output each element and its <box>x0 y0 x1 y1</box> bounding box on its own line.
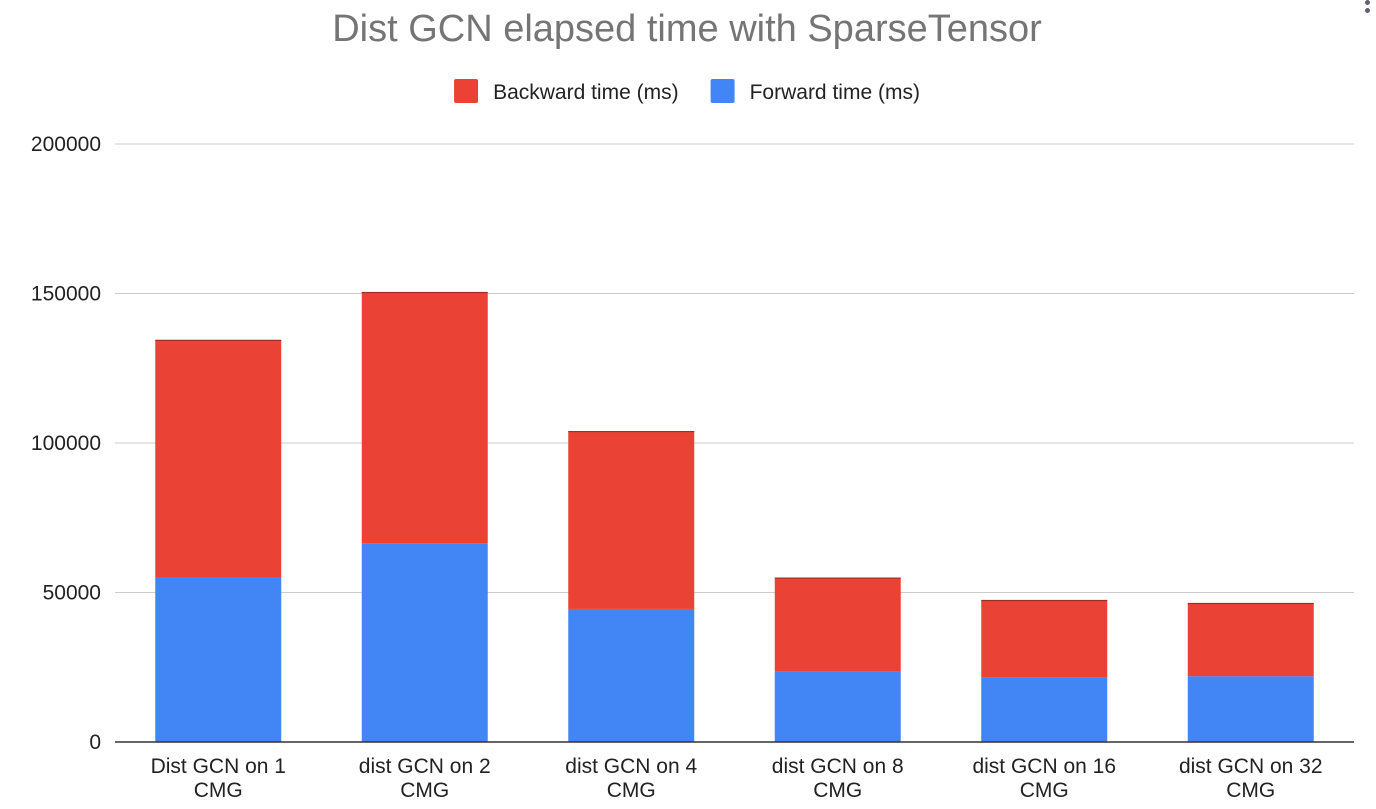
x-tick-label: CMG <box>1020 779 1069 802</box>
bars <box>155 291 1314 742</box>
bar-segment-series-1-cat-2[interactable] <box>568 431 695 609</box>
y-tick-label: 100000 <box>31 432 101 455</box>
x-tick-label: dist GCN on 2 <box>359 755 491 778</box>
y-tick-label: 150000 <box>31 283 101 306</box>
bar-segment-series-0-cat-4[interactable] <box>981 677 1108 742</box>
y-axis-tick-labels: 0 50000 100000 150000 200000 <box>31 133 101 754</box>
x-tick-label: dist GCN on 16 <box>972 755 1116 778</box>
x-tick-label: Dist GCN on 1 <box>151 755 286 778</box>
legend: Backward time (ms) Forward time (ms) <box>454 79 920 104</box>
bar-segment-series-0-cat-2[interactable] <box>568 608 695 742</box>
gridlines <box>115 143 1354 593</box>
legend-swatch <box>454 79 479 103</box>
x-tick-label: dist GCN on 8 <box>772 755 904 778</box>
chart-title: Dist GCN elapsed time with SparseTensor <box>332 8 1042 50</box>
bar-segment-series-1-cat-1[interactable] <box>361 292 488 544</box>
bar-segment-series-0-cat-5[interactable] <box>1187 676 1314 742</box>
legend-label: Backward time (ms) <box>493 81 679 104</box>
bar-segment-series-1-cat-0[interactable] <box>155 339 282 578</box>
more-options-icon[interactable] <box>1362 0 1372 16</box>
x-tick-label: CMG <box>400 779 449 802</box>
x-tick-label: CMG <box>194 779 243 802</box>
y-tick-label: 200000 <box>31 133 101 156</box>
x-tick-label: CMG <box>607 779 656 802</box>
x-tick-label: CMG <box>813 779 862 802</box>
x-tick-label: dist GCN on 4 <box>565 755 697 778</box>
y-tick-label: 0 <box>89 731 101 754</box>
y-tick-label: 50000 <box>43 582 101 605</box>
x-tick-label: CMG <box>1226 779 1275 802</box>
bar-segment-series-0-cat-0[interactable] <box>155 577 282 742</box>
bar-segment-series-1-cat-3[interactable] <box>774 577 901 672</box>
legend-swatch <box>710 79 735 103</box>
bar-segment-series-1-cat-5[interactable] <box>1187 602 1314 677</box>
bar-segment-series-1-cat-4[interactable] <box>981 599 1108 678</box>
bar-segment-series-0-cat-3[interactable] <box>774 671 901 742</box>
x-tick-label: dist GCN on 32 <box>1179 755 1323 778</box>
bar-segment-series-0-cat-1[interactable] <box>361 543 488 742</box>
legend-label: Forward time (ms) <box>750 81 920 104</box>
